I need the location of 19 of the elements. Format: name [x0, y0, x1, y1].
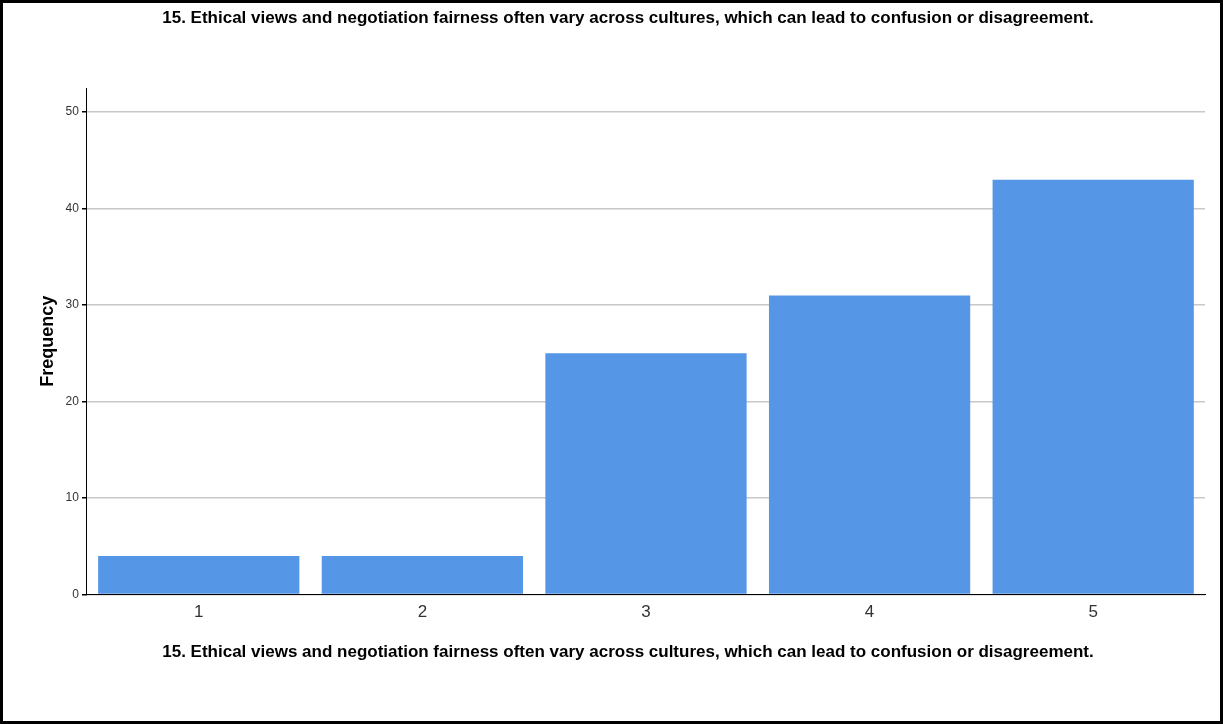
x-tick-label: 3	[641, 602, 651, 622]
x-tick-label: 1	[194, 602, 204, 622]
bar	[98, 556, 300, 594]
x-axis-title: 15. Ethical views and negotiation fairness often vary across cultures, which can lead to confusion or disagreement.	[161, 642, 1095, 661]
bar	[992, 179, 1194, 594]
x-tick-label: 4	[864, 602, 875, 622]
bar	[768, 295, 971, 594]
x-tick-label: 5	[1088, 602, 1098, 622]
y-tick-label: 0	[72, 586, 80, 601]
x-tick-label: 2	[417, 602, 428, 622]
y-tick-label: 50	[65, 104, 80, 119]
chart-title: 15. Ethical views and negotiation fairness often vary across cultures, which can lead to confusion or disagreement.	[161, 8, 1095, 27]
y-tick-label: 30	[65, 297, 80, 312]
y-tick-label: 40	[65, 200, 80, 215]
y-axis-title: Frequency	[36, 295, 57, 387]
bar	[545, 353, 747, 594]
y-tick-label: 20	[65, 393, 80, 408]
bar	[321, 556, 523, 594]
y-tick-label: 10	[65, 490, 80, 505]
